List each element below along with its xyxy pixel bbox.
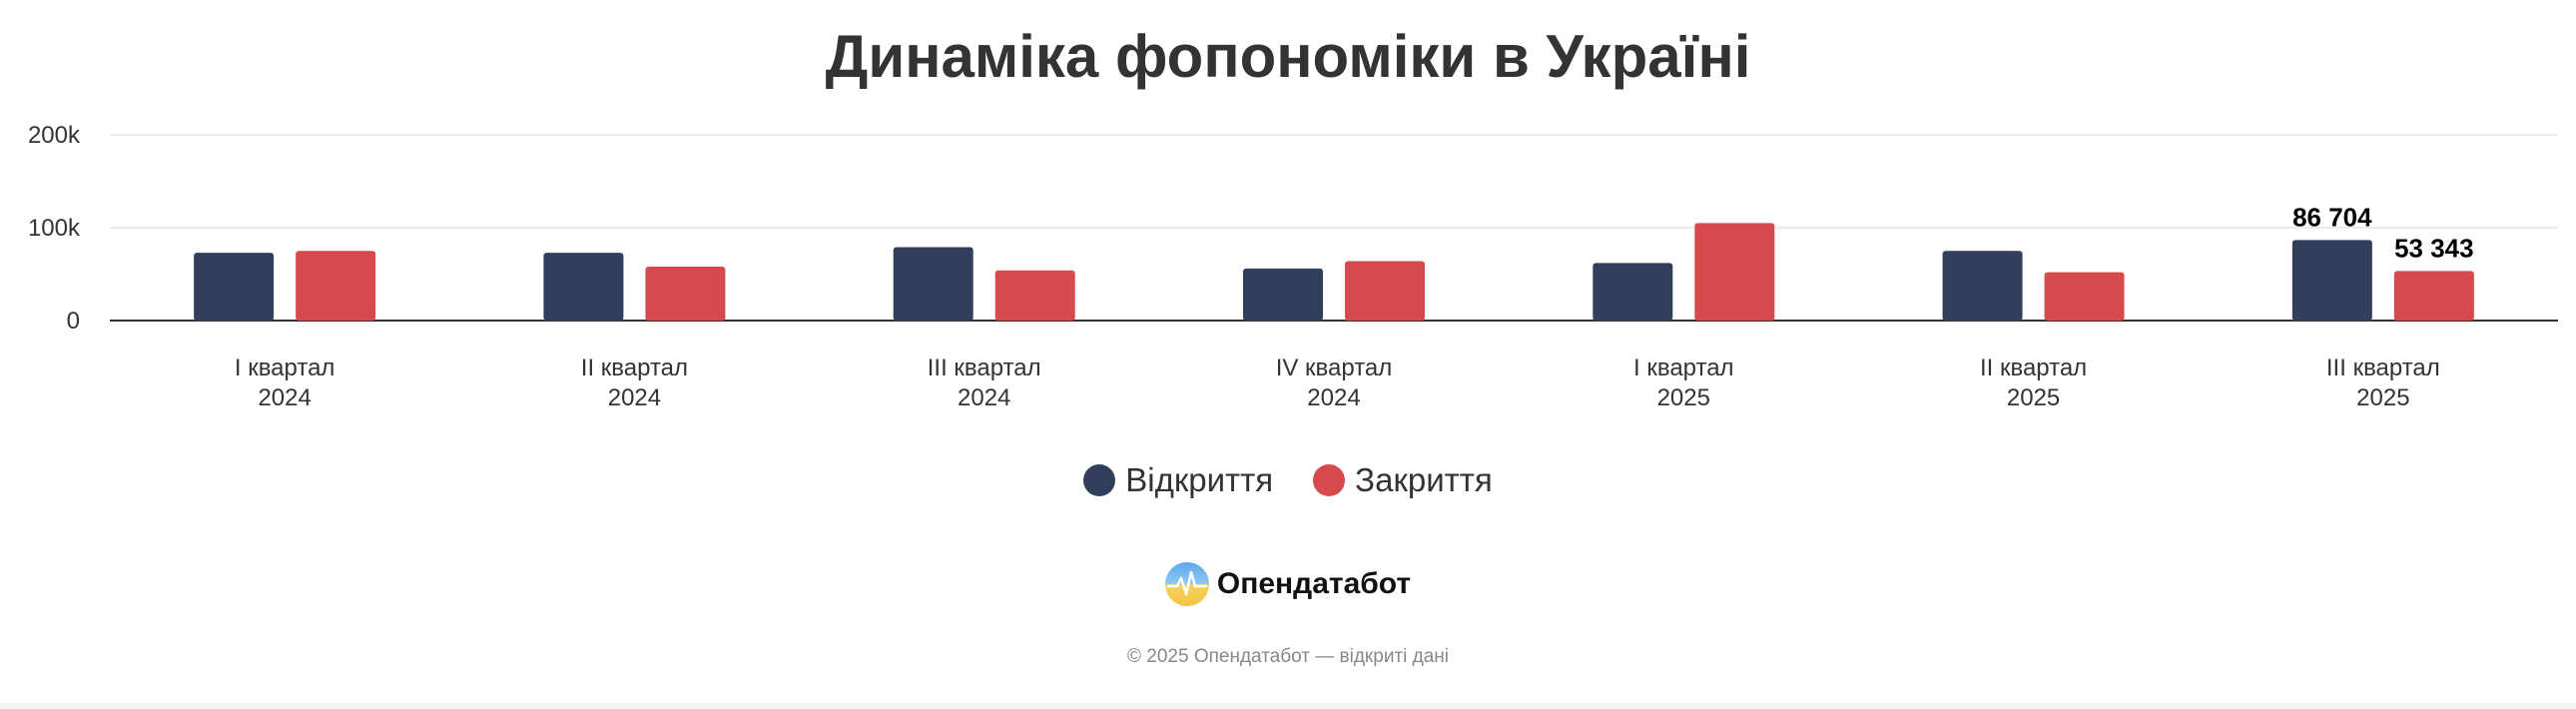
legend-label-openings: Відкриття xyxy=(1125,461,1274,498)
bars xyxy=(194,223,2474,321)
bar-chart: 0 100k 200k I квартал 2024 II квартал 2024 III… xyxy=(28,122,2558,411)
bar-openings xyxy=(893,247,973,321)
bar-openings xyxy=(194,253,275,321)
brand[interactable]: Опендатабот xyxy=(0,562,2576,606)
y-tick-label: 200k xyxy=(28,122,81,149)
data-label: 53 343 xyxy=(2394,233,2474,263)
bar-closings xyxy=(1345,261,1425,321)
x-tick-label: II квартал xyxy=(1980,354,2087,381)
bar-closings xyxy=(2393,271,2474,321)
x-tick-label: III квартал xyxy=(2326,354,2440,381)
x-tick-label: 2025 xyxy=(2007,384,2060,411)
x-tick-label: I квартал xyxy=(1633,354,1734,381)
legend-label-closings: Закриття xyxy=(1355,461,1493,498)
x-tick-label: 2024 xyxy=(608,384,661,411)
y-tick-label: 0 xyxy=(67,308,80,335)
data-label: 86 704 xyxy=(2292,202,2372,232)
grid-lines xyxy=(110,134,2558,322)
bottom-divider xyxy=(0,703,2576,709)
bar-closings xyxy=(994,270,1075,321)
x-axis-ticks: I квартал 2024 II квартал 2024 III квартал 20… xyxy=(235,354,2440,411)
x-tick-label: I квартал xyxy=(235,354,335,381)
chart-title: Динаміка фопономіки в Україні xyxy=(825,23,1751,90)
x-tick-label: 2024 xyxy=(958,384,1010,411)
x-tick-label: 2024 xyxy=(1307,384,1360,411)
bar-closings xyxy=(2044,272,2125,321)
legend-marker-openings xyxy=(1083,464,1116,496)
x-tick-label: III квартал xyxy=(928,354,1041,381)
legend-item-closings[interactable]: Закриття xyxy=(1313,461,1493,499)
footer-copyright: © 2025 Опендатабот — відкриті дані xyxy=(1127,646,1449,667)
x-tick-label: 2025 xyxy=(1657,384,1710,411)
bar-openings xyxy=(1942,251,2023,321)
x-tick-label: IV квартал xyxy=(1276,354,1393,381)
bar-closings xyxy=(1694,223,1775,321)
bar-openings xyxy=(1243,268,1323,321)
brand-name: Опендатабот xyxy=(1216,567,1412,600)
legend-marker-closings xyxy=(1313,464,1346,496)
bar-openings xyxy=(2291,240,2372,321)
legend: Відкриття Закриття xyxy=(0,461,2576,499)
bar-openings xyxy=(1593,263,1673,321)
legend-item-openings[interactable]: Відкриття xyxy=(1083,461,1273,499)
x-tick-label: 2024 xyxy=(258,384,311,411)
bar-openings xyxy=(543,253,624,321)
y-tick-label: 100k xyxy=(28,215,81,242)
opendatabot-logo-icon xyxy=(1164,562,1209,606)
bar-closings xyxy=(645,267,726,321)
x-tick-label: 2025 xyxy=(2356,384,2409,411)
data-labels: 86 704 53 343 xyxy=(2292,202,2474,263)
x-tick-label: II квартал xyxy=(581,354,688,381)
bar-closings xyxy=(296,251,376,321)
y-axis-ticks: 0 100k 200k xyxy=(28,122,81,335)
